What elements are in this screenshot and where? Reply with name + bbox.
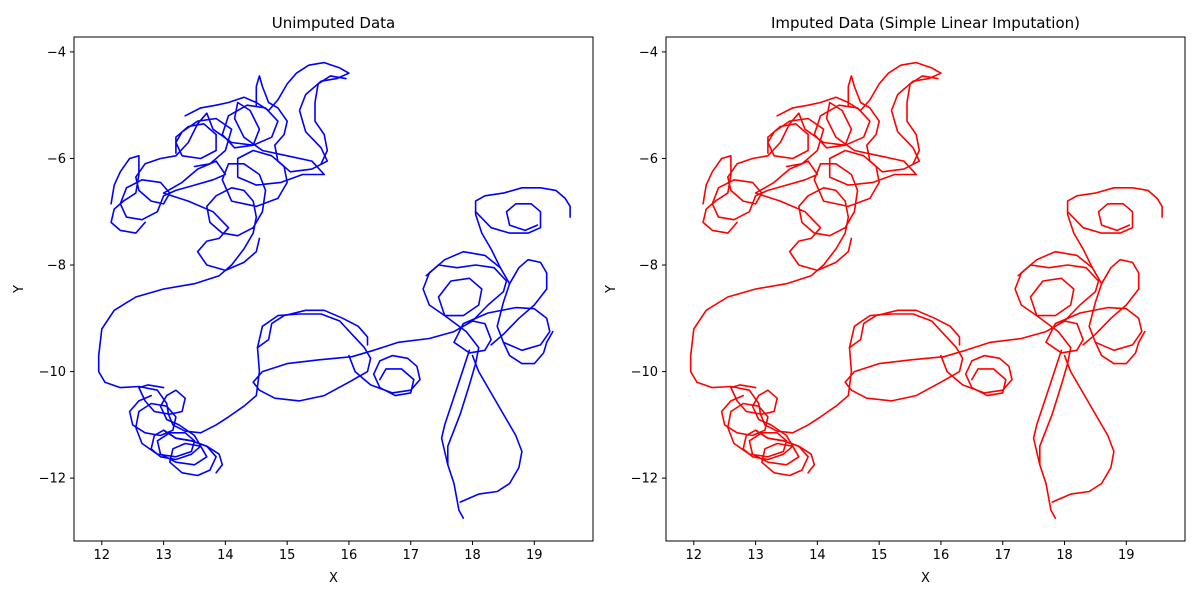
x-axis-label: X (329, 571, 338, 586)
trajectory-segment-0 (689, 250, 1143, 519)
x-tick-label: 14 (217, 548, 234, 563)
trajectory-segment-5 (314, 75, 347, 165)
x-tick-label: 12 (94, 548, 111, 563)
x-tick-label: 15 (871, 548, 888, 563)
trajectory-segment-12 (1066, 187, 1163, 269)
y-tick-label: −6 (47, 152, 66, 167)
x-tick-label: 19 (526, 548, 543, 563)
trajectory-segment-15 (459, 354, 523, 503)
y-tick-label: −4 (639, 45, 658, 60)
x-axis-label: X (921, 571, 930, 586)
x-tick-label: 14 (809, 548, 826, 563)
trajectory-segment-1 (689, 101, 917, 357)
trajectory-segment-9 (348, 354, 421, 397)
x-tick-label: 13 (155, 548, 172, 563)
y-tick-label: −10 (631, 365, 658, 380)
trajectory-segment-4 (184, 61, 350, 173)
y-axis-label: Y (604, 285, 619, 294)
x-tick-label: 18 (464, 548, 481, 563)
x-tick-label: 15 (279, 548, 296, 563)
trajectory-segment-3 (767, 117, 825, 168)
x-tick-label: 19 (1118, 548, 1135, 563)
x-tick-label: 16 (341, 548, 358, 563)
trajectory-segment-11 (1082, 258, 1140, 346)
x-tick-label: 12 (686, 548, 703, 563)
y-tick-label: −6 (639, 152, 658, 167)
trajectory-segment-8 (848, 309, 961, 349)
y-tick-label: −10 (39, 365, 66, 380)
trajectory-segment-4 (776, 61, 942, 173)
axes-frame (665, 36, 1186, 542)
y-tick-label: −4 (47, 45, 66, 60)
y-tick-label: −8 (47, 259, 66, 274)
right-subplot: 12 13 14 15 16 17 18 19 −12 −10 −8 −6 −4 Imputed Data… (604, 14, 1186, 586)
y-tick-label: −8 (639, 259, 658, 274)
y-axis-label: Y (12, 285, 27, 294)
trajectory-segment-2 (702, 155, 738, 234)
trajectory-segment-11 (490, 258, 548, 346)
trajectory-segment-14 (440, 349, 471, 466)
trajectory-segment-7 (754, 429, 816, 474)
trajectory-segment-15 (1051, 354, 1115, 503)
trajectory-segment-9 (940, 354, 1013, 397)
trajectory-segment-0 (97, 250, 551, 519)
trajectory-segment-6 (128, 384, 217, 477)
trajectory-segment-7 (162, 429, 224, 474)
chart-title: Imputed Data (Simple Linear Imputation) (771, 14, 1080, 32)
trajectory-segment-6 (720, 384, 809, 477)
trajectory-segment-16 (1094, 330, 1146, 365)
trajectory-segment-5 (906, 75, 939, 165)
trajectory-segment-14 (1032, 349, 1063, 466)
x-tick-label: 16 (933, 548, 950, 563)
y-tick-label: −12 (631, 472, 658, 487)
chart-title: Unimputed Data (272, 14, 396, 32)
y-tick-label: −12 (39, 472, 66, 487)
trajectory-segment-16 (502, 330, 554, 365)
x-tick-label: 17 (994, 548, 1011, 563)
trajectory-segment-2 (110, 155, 146, 234)
axes-frame (73, 36, 594, 542)
trajectory-segment-12 (474, 187, 571, 269)
trajectory-segment-10 (1017, 264, 1100, 322)
trajectory-segment-10 (425, 264, 508, 322)
x-tick-label: 17 (402, 548, 419, 563)
trajectory-segment-13 (1066, 203, 1134, 234)
left-subplot: 12 13 14 15 16 17 18 19 −12 −10 −8 −6 −4 Unimputed Da… (12, 14, 594, 586)
trajectory-segment-3 (175, 117, 233, 168)
trajectory-segment-1 (97, 101, 325, 357)
x-tick-label: 13 (747, 548, 764, 563)
trajectory-segment-8 (256, 309, 369, 349)
x-tick-label: 18 (1056, 548, 1073, 563)
trajectory-segment-13 (474, 203, 542, 234)
